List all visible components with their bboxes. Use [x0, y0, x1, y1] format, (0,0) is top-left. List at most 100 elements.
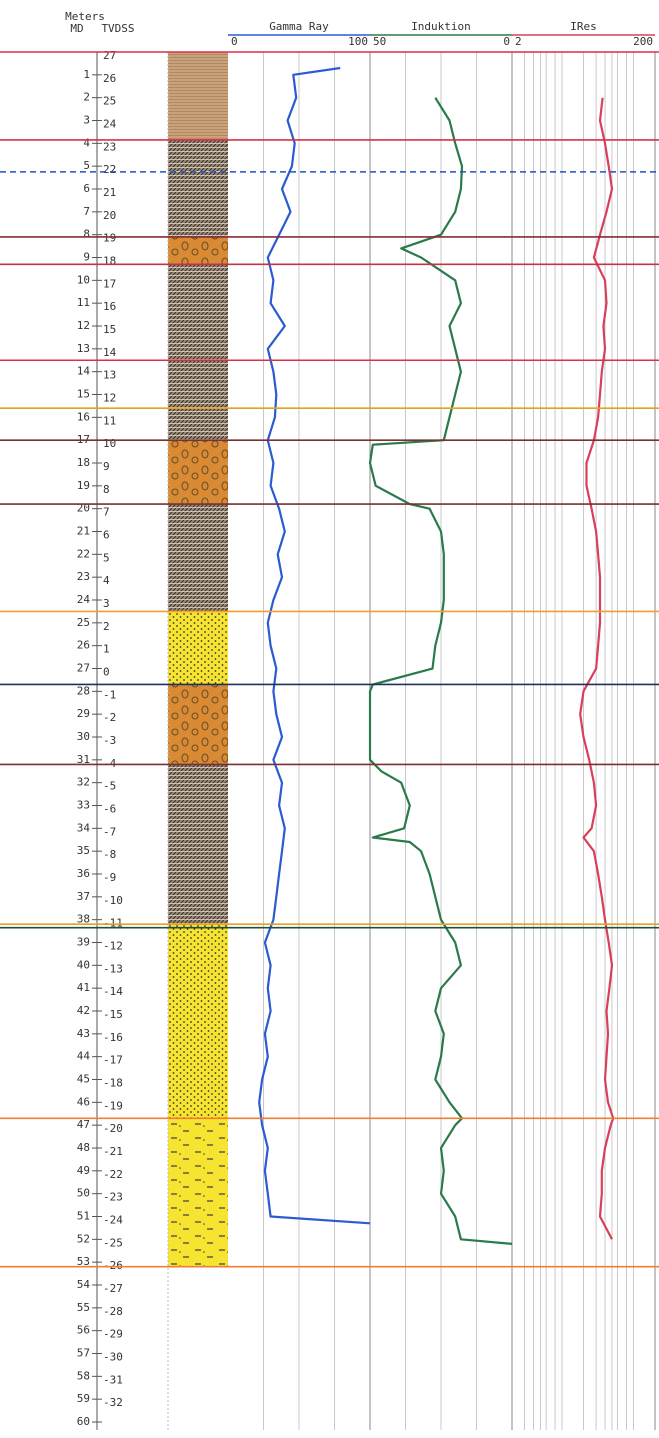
lithology-pattern	[168, 924, 228, 1119]
y2-tick-label: -31	[103, 1373, 123, 1386]
y-tick-label: 26	[77, 639, 90, 652]
y-tick-label: 49	[77, 1164, 90, 1177]
y-tick-label: 58	[77, 1369, 90, 1382]
y2-tick-label: 13	[103, 369, 116, 382]
y-tick-label: 36	[77, 867, 90, 880]
y2-tick-label: -3	[103, 734, 116, 747]
y2-tick-label: -6	[103, 803, 116, 816]
y2-tick-label: 24	[103, 118, 117, 131]
y-tick-label: 4	[83, 136, 90, 149]
y2-tick-label: -7	[103, 825, 116, 838]
y2-tick-label: 10	[103, 437, 116, 450]
lithology-pattern	[168, 236, 228, 265]
y-tick-label: 42	[77, 1004, 90, 1017]
y2-tick-label: 1	[103, 643, 110, 656]
legend-entry: IRes	[570, 20, 597, 33]
y2-tick-label: -29	[103, 1328, 123, 1341]
y2-tick-label: 25	[103, 95, 116, 108]
y-tick-label: 5	[83, 159, 90, 172]
y-tick-label: 11	[77, 296, 90, 309]
y2-tick-label: 23	[103, 140, 116, 153]
y-tick-label: 3	[83, 114, 90, 127]
y-tick-label: 46	[77, 1095, 90, 1108]
md-label: MD	[70, 22, 83, 35]
y-tick-label: 24	[77, 593, 91, 606]
y-tick-label: 23	[77, 570, 90, 583]
y2-tick-label: -21	[103, 1145, 123, 1158]
y-tick-label: 38	[77, 913, 90, 926]
y-tick-label: 43	[77, 1027, 90, 1040]
y2-tick-label: -18	[103, 1077, 123, 1090]
y-tick-label: 8	[83, 228, 90, 241]
legend-entry: Gamma Ray	[269, 20, 329, 33]
x-tick-label: 0	[503, 35, 510, 48]
y-tick-label: 16	[77, 410, 90, 423]
lithology-pattern	[168, 139, 228, 237]
y2-tick-label: 11	[103, 414, 116, 427]
y2-tick-label: 17	[103, 277, 116, 290]
y-tick-label: 9	[83, 251, 90, 264]
y2-tick-label: 6	[103, 529, 110, 542]
y-tick-label: 13	[77, 342, 90, 355]
y2-tick-label: 0	[103, 666, 110, 679]
y2-tick-label: -20	[103, 1122, 123, 1135]
y2-tick-label: 20	[103, 209, 116, 222]
y2-tick-label: -32	[103, 1396, 123, 1409]
y2-tick-label: 26	[103, 72, 116, 85]
lithology-pattern	[168, 684, 228, 765]
legend-entry: Induktion	[411, 20, 471, 33]
y2-tick-label: -25	[103, 1236, 123, 1249]
y2-tick-label: 9	[103, 460, 110, 473]
y-tick-label: 44	[77, 1050, 91, 1063]
y-tick-label: 55	[77, 1301, 90, 1314]
y-tick-label: 35	[77, 844, 90, 857]
x-tick-label: 100	[348, 35, 368, 48]
y-tick-label: 12	[77, 319, 90, 332]
y2-tick-label: -16	[103, 1031, 123, 1044]
x-tick-label: 50	[373, 35, 386, 48]
y2-tick-label: -26	[103, 1259, 123, 1272]
y-tick-label: 40	[77, 958, 90, 971]
y-tick-label: 37	[77, 890, 90, 903]
y2-tick-label: -19	[103, 1099, 123, 1112]
y-tick-label: 6	[83, 182, 90, 195]
lithology-pattern	[168, 611, 228, 685]
y2-tick-label: -11	[103, 917, 123, 930]
y2-tick-label: -9	[103, 871, 116, 884]
lithology-pattern	[168, 764, 228, 925]
y2-tick-label: 8	[103, 483, 110, 496]
tvdss-label: TVDSS	[101, 22, 134, 35]
log-curve	[368, 97, 513, 1245]
y2-tick-label: 4	[103, 574, 110, 587]
y2-tick-label: -10	[103, 894, 123, 907]
y-tick-label: 19	[77, 479, 90, 492]
y-tick-label: 1	[83, 68, 90, 81]
y-tick-label: 34	[77, 821, 91, 834]
y2-tick-label: -15	[103, 1008, 123, 1021]
y-tick-label: 48	[77, 1141, 90, 1154]
y-tick-label: 45	[77, 1073, 90, 1086]
y2-tick-label: 3	[103, 597, 110, 610]
y2-tick-label: 21	[103, 186, 116, 199]
lithology-pattern	[168, 504, 228, 612]
y2-tick-label: 2	[103, 620, 110, 633]
y-tick-label: 60	[77, 1415, 90, 1428]
y-tick-label: 50	[77, 1187, 90, 1200]
y2-tick-label: -14	[103, 985, 123, 998]
y2-tick-label: -13	[103, 962, 123, 975]
y-tick-label: 47	[77, 1118, 90, 1131]
y-tick-label: 14	[77, 365, 91, 378]
y-tick-label: 39	[77, 936, 90, 949]
y2-tick-label: -23	[103, 1191, 123, 1204]
y2-tick-label: -4	[103, 757, 117, 770]
y-tick-label: 21	[77, 525, 90, 538]
y-tick-label: 51	[77, 1210, 90, 1223]
y2-tick-label: -30	[103, 1351, 123, 1364]
y-tick-label: 57	[77, 1347, 90, 1360]
y2-tick-label: 7	[103, 506, 110, 519]
y2-tick-label: -12	[103, 940, 123, 953]
y-tick-label: 54	[77, 1278, 91, 1291]
y2-tick-label: -1	[103, 688, 116, 701]
y2-tick-label: 22	[103, 163, 116, 176]
